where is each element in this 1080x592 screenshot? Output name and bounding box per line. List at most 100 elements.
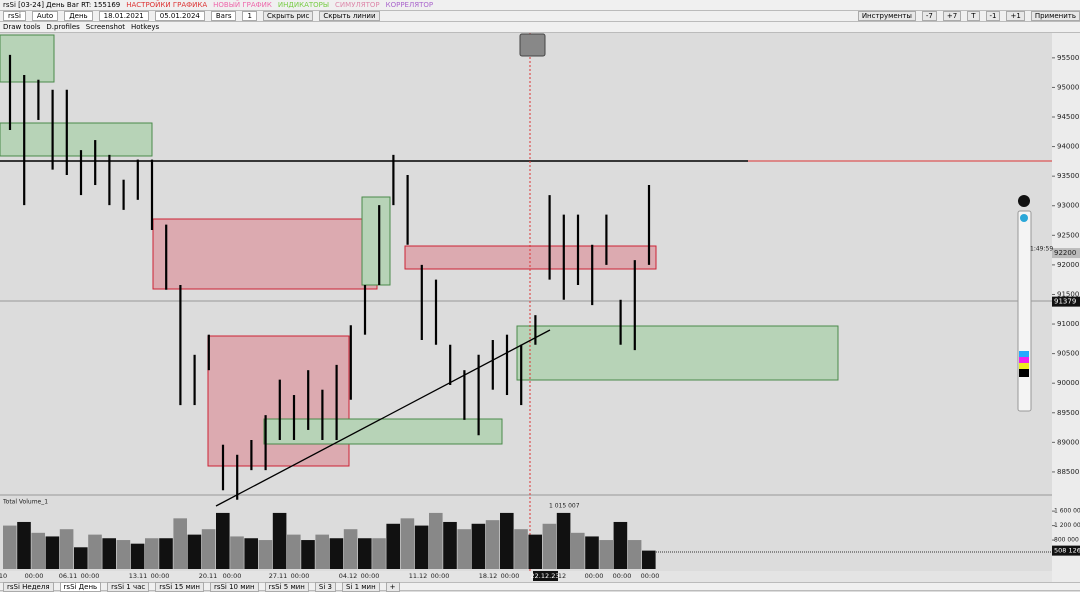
y-tick-label: 92500 bbox=[1057, 231, 1079, 239]
toolbar-field[interactable]: Скрыть рис bbox=[262, 11, 314, 21]
tool-icon[interactable] bbox=[1020, 214, 1028, 222]
volume-bar bbox=[485, 520, 500, 569]
toolbar-field[interactable]: 05.01.2024 bbox=[154, 11, 205, 21]
volume-bar bbox=[258, 540, 273, 569]
timer-label: 1:49:59 bbox=[1030, 246, 1053, 253]
y-tick-label: 94000 bbox=[1057, 143, 1079, 151]
last-price-label: 92200 bbox=[1054, 249, 1076, 257]
trend-line bbox=[215, 329, 551, 507]
volume-bar bbox=[230, 536, 244, 569]
menu-item[interactable]: ИНДИКАТОРЫ bbox=[277, 1, 330, 9]
time-label: 00:00 bbox=[431, 572, 450, 580]
tab[interactable]: rsSi 1 час bbox=[107, 581, 150, 592]
toolbar-2: Draw tools D.profiles Screenshot Hotkeys bbox=[0, 22, 1080, 33]
volume-bar bbox=[329, 538, 344, 569]
time-label: 00:00 bbox=[25, 572, 44, 580]
volume-bar bbox=[372, 538, 386, 569]
toolbar-button[interactable]: Screenshot bbox=[85, 23, 125, 31]
toolbar-button[interactable]: Draw tools bbox=[3, 23, 41, 31]
volume-bar bbox=[301, 540, 315, 569]
toolbar-field[interactable]: 1 bbox=[242, 11, 257, 21]
volume-bar bbox=[528, 534, 542, 569]
menu-item[interactable]: НОВЫЙ ГРАФИК bbox=[213, 1, 272, 9]
volume-bar bbox=[571, 532, 585, 569]
y-tick-label: 93000 bbox=[1057, 202, 1079, 210]
volume-bar bbox=[599, 540, 613, 569]
tool-icon[interactable] bbox=[1018, 195, 1030, 207]
tab[interactable]: Si 1 мин bbox=[341, 581, 380, 592]
toolbar-field[interactable]: День bbox=[64, 11, 93, 21]
tab[interactable]: + bbox=[385, 581, 400, 592]
time-label: 00:00 bbox=[361, 572, 380, 580]
y-tick-label: 88500 bbox=[1057, 468, 1079, 476]
toolbar-field[interactable]: Bars bbox=[210, 11, 237, 21]
volume-bar bbox=[287, 534, 301, 569]
color-swatch[interactable] bbox=[1019, 357, 1029, 363]
toolbar-field[interactable]: Auto bbox=[31, 11, 59, 21]
toolbar-button[interactable]: Hotkeys bbox=[130, 23, 160, 31]
time-label: 12 bbox=[558, 572, 566, 580]
volume-cursor-label: 1 015 007 bbox=[549, 503, 580, 510]
volume-bar bbox=[88, 534, 102, 569]
y-tick-label: 90500 bbox=[1057, 350, 1079, 358]
tab[interactable]: Si 3 bbox=[314, 581, 336, 592]
volume-bar bbox=[17, 521, 31, 569]
volume-bar bbox=[74, 547, 88, 569]
toolbar-button[interactable]: D.profiles bbox=[46, 23, 80, 31]
volume-bar bbox=[500, 512, 514, 569]
time-label: 00:00 bbox=[151, 572, 170, 580]
tab[interactable]: rsSi 5 мин bbox=[264, 581, 309, 592]
volume-bar bbox=[585, 536, 599, 569]
volume-bar bbox=[130, 543, 145, 569]
time-label: 10 bbox=[0, 572, 7, 580]
volume-tick-label: 800 000 bbox=[1054, 537, 1079, 544]
zone bbox=[0, 122, 153, 157]
tab[interactable]: rsSi Неделя bbox=[3, 581, 54, 592]
zone bbox=[0, 34, 55, 83]
volume-bar bbox=[514, 529, 528, 569]
time-label: 22.12.23 bbox=[531, 572, 560, 580]
toolbar-button[interactable]: +1 bbox=[1006, 11, 1025, 21]
color-swatch[interactable] bbox=[1019, 363, 1029, 369]
time-label: 00:00 bbox=[223, 572, 242, 580]
y-tick-label: 93500 bbox=[1057, 172, 1079, 180]
toolbar-button[interactable]: Применить bbox=[1030, 11, 1080, 21]
volume-bar bbox=[102, 538, 116, 569]
last-volume-label: 508 126 bbox=[1054, 547, 1080, 555]
toolbar-field[interactable]: Скрыть линии bbox=[319, 11, 380, 21]
menu-item[interactable]: СИМУЛЯТОР bbox=[335, 1, 380, 9]
tab[interactable]: rsSi 10 мин bbox=[209, 581, 259, 592]
volume-bar bbox=[429, 512, 443, 569]
title-bar: rsSi [03-24] День Bar RT: 155169 НАСТРОЙК… bbox=[0, 0, 1080, 11]
time-axis-bg bbox=[0, 571, 1052, 582]
y-tick-label: 92000 bbox=[1057, 261, 1079, 269]
menu-item[interactable]: КОРРЕЛЯТОР bbox=[385, 1, 434, 9]
toolbar-button[interactable]: -7 bbox=[921, 11, 937, 21]
volume-bar bbox=[400, 518, 415, 569]
toolbar-button[interactable]: Инструменты bbox=[857, 11, 916, 21]
toolbar-button[interactable]: T bbox=[967, 11, 980, 21]
cursor-price-box bbox=[1052, 296, 1080, 307]
toolbar: rsSi Auto День 18.01.2021 05.01.2024 Bars 1 Скр… bbox=[0, 11, 1080, 22]
toolbar-field[interactable]: 18.01.2021 bbox=[98, 11, 149, 21]
toolbar-button[interactable]: -1 bbox=[985, 11, 1001, 21]
menu-item[interactable]: НАСТРОЙКИ ГРАФИКА bbox=[126, 1, 208, 9]
toolbar-button[interactable]: +7 bbox=[942, 11, 962, 21]
volume-bar bbox=[116, 540, 131, 569]
toolbar-field[interactable]: rsSi bbox=[3, 11, 26, 21]
color-swatch[interactable] bbox=[1019, 369, 1029, 377]
volume-bar bbox=[642, 550, 656, 569]
zones bbox=[0, 34, 839, 467]
tab[interactable]: rsSi 15 мин bbox=[155, 581, 204, 592]
volume-bar bbox=[3, 525, 17, 569]
tab[interactable]: rsSi День bbox=[59, 581, 102, 592]
volume-bar bbox=[216, 512, 230, 569]
color-swatch[interactable] bbox=[1019, 351, 1029, 357]
volume-bar bbox=[613, 521, 628, 569]
time-label: 00:00 bbox=[585, 572, 604, 580]
zone bbox=[263, 418, 503, 445]
time-label: 00:00 bbox=[291, 572, 310, 580]
y-tick-label: 95500 bbox=[1057, 54, 1079, 62]
y-tick-label: 95000 bbox=[1057, 83, 1079, 91]
